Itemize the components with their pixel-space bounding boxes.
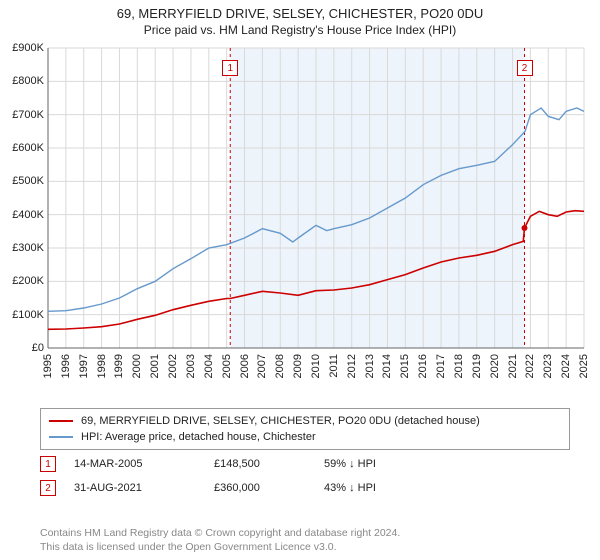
x-tick-label: 2012 [346,354,358,378]
x-tick-label: 2020 [489,354,501,378]
x-tick-label: 2010 [310,354,322,378]
x-tick-label: 2014 [381,354,393,378]
legend-label: HPI: Average price, detached house, Chic… [81,431,316,443]
x-tick-label: 2006 [239,354,251,378]
x-tick-label: 2018 [453,354,465,378]
sale-marker-icon: 1 [40,456,56,472]
legend: 69, MERRYFIELD DRIVE, SELSEY, CHICHESTER… [40,408,570,450]
x-tick-label: 2022 [524,354,536,378]
y-tick-label: £0 [0,342,44,354]
x-tick-label: 2021 [507,354,519,378]
sale-hpi: 59% ↓ HPI [324,458,474,470]
x-tick-label: 2000 [131,354,143,378]
title-area: 69, MERRYFIELD DRIVE, SELSEY, CHICHESTER… [0,0,600,37]
y-tick-label: £500K [0,175,44,187]
x-tick-label: 2024 [560,354,572,378]
x-tick-label: 2023 [542,354,554,378]
x-tick-label: 2025 [578,354,590,378]
sale-date: 14-MAR-2005 [74,458,214,470]
sale-price: £360,000 [214,482,324,494]
chart: £0 £100K £200K £300K £400K £500K £600K £700K £80… [0,44,600,399]
x-tick-label: 2016 [417,354,429,378]
sale-price: £148,500 [214,458,324,470]
sale-date: 31-AUG-2021 [74,482,214,494]
sale-marker-icon: 2 [40,480,56,496]
legend-swatch [49,420,73,422]
x-tick-label: 2011 [328,354,340,378]
y-tick-label: £900K [0,42,44,54]
y-tick-label: £800K [0,75,44,87]
attribution-footer: Contains HM Land Registry data © Crown c… [40,526,400,554]
footer-line: This data is licensed under the Open Gov… [40,540,400,554]
x-tick-label: 2017 [435,354,447,378]
y-tick-label: £100K [0,309,44,321]
x-tick-label: 2003 [185,354,197,378]
sales-row: 1 14-MAR-2005 £148,500 59% ↓ HPI [40,452,474,476]
y-tick-label: £200K [0,275,44,287]
x-tick-label: 2007 [256,354,268,378]
sale-hpi: 43% ↓ HPI [324,482,474,494]
x-tick-label: 1997 [78,354,90,378]
figure: 69, MERRYFIELD DRIVE, SELSEY, CHICHESTER… [0,0,600,560]
x-tick-label: 2019 [471,354,483,378]
x-tick-label: 2004 [203,354,215,378]
x-tick-label: 1996 [60,354,72,378]
x-tick-label: 1999 [113,354,125,378]
x-tick-label: 2009 [292,354,304,378]
chart-sale-marker: 1 [222,60,238,76]
x-tick-label: 1995 [42,354,54,378]
x-tick-label: 2005 [221,354,233,378]
x-tick-label: 1998 [96,354,108,378]
chart-sale-marker: 2 [517,60,533,76]
y-tick-label: £600K [0,142,44,154]
x-tick-label: 2015 [399,354,411,378]
legend-item: 69, MERRYFIELD DRIVE, SELSEY, CHICHESTER… [49,413,561,429]
sales-row: 2 31-AUG-2021 £360,000 43% ↓ HPI [40,476,474,500]
chart-title-sub: Price paid vs. HM Land Registry's House … [0,23,600,37]
sales-table: 1 14-MAR-2005 £148,500 59% ↓ HPI 2 31-AU… [40,452,474,500]
footer-line: Contains HM Land Registry data © Crown c… [40,526,400,540]
legend-item: HPI: Average price, detached house, Chic… [49,429,561,445]
x-tick-label: 2001 [149,354,161,378]
legend-label: 69, MERRYFIELD DRIVE, SELSEY, CHICHESTER… [81,415,480,427]
chart-title-address: 69, MERRYFIELD DRIVE, SELSEY, CHICHESTER… [0,6,600,21]
x-tick-label: 2008 [274,354,286,378]
chart-svg [0,44,600,399]
y-tick-label: £300K [0,242,44,254]
y-tick-label: £700K [0,109,44,121]
x-tick-label: 2013 [364,354,376,378]
y-tick-label: £400K [0,209,44,221]
legend-swatch [49,436,73,438]
x-tick-label: 2002 [167,354,179,378]
